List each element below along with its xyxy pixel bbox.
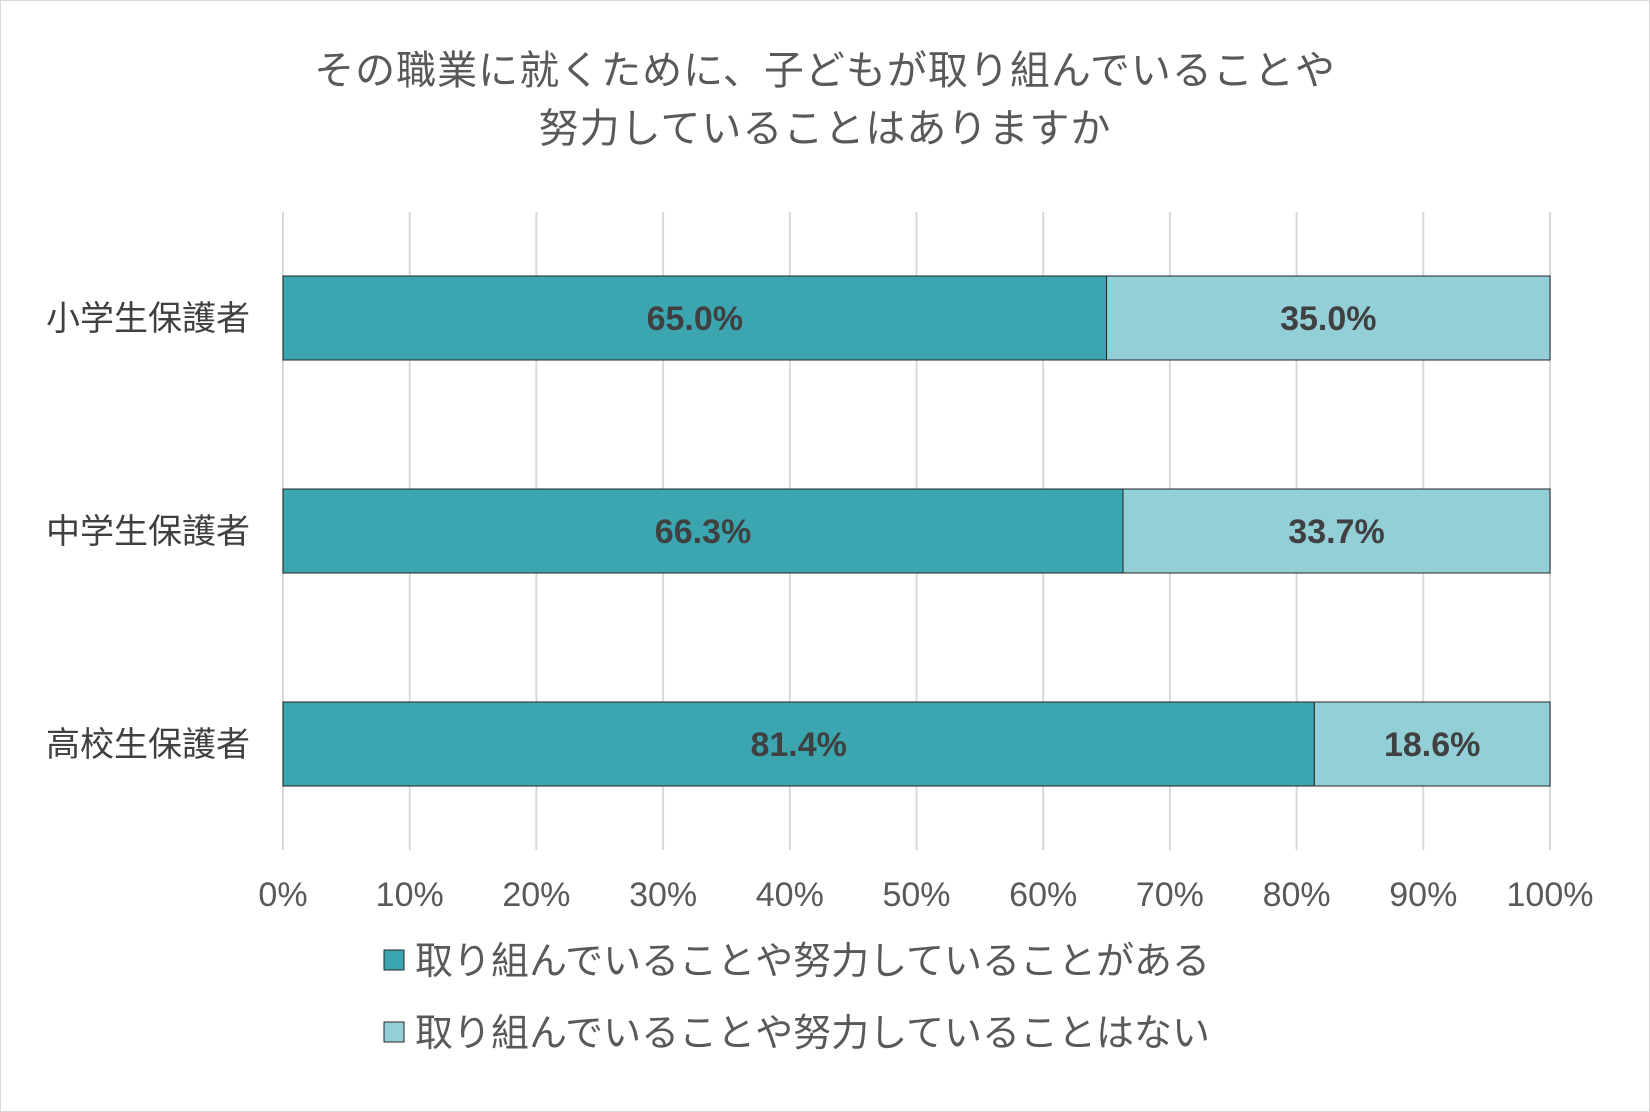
x-tick-label: 0% <box>258 876 307 914</box>
x-tick-label: 10% <box>376 876 444 914</box>
bar-segment-yes <box>282 275 1108 361</box>
data-label: 65.0% <box>647 300 743 338</box>
category-label: 小学生保護者 <box>46 299 250 339</box>
legend-swatch <box>383 1021 405 1043</box>
bar-segment-no <box>1122 488 1551 574</box>
data-label: 81.4% <box>750 726 846 764</box>
legend-swatch <box>383 949 405 971</box>
data-label: 33.7% <box>1288 513 1384 551</box>
bar-segment-no <box>1106 275 1551 361</box>
chart-title-line-2: 努力していることはありますか <box>538 106 1112 152</box>
x-tick-label: 90% <box>1389 876 1457 914</box>
data-label: 66.3% <box>655 513 751 551</box>
bars: 65.0% 35.0% 66.3% 33.7% 81.4% 18.6% <box>282 275 1551 787</box>
x-tick-label: 100% <box>1507 876 1594 914</box>
category-label: 高校生保護者 <box>46 725 250 765</box>
bar-segment-yes <box>282 488 1124 574</box>
x-tick-label: 80% <box>1263 876 1331 914</box>
x-tick-label: 60% <box>1009 876 1077 914</box>
category-label: 中学生保護者 <box>46 512 250 552</box>
legend: 取り組んでいることや努力していることがある取り組んでいることや努力していることは… <box>383 939 1210 1055</box>
x-axis-tick-labels: 0% 10% 20% 30% 40% 50% 60% 70% 80% 90% 100% <box>258 876 1593 914</box>
bar-segment-no <box>1313 701 1551 787</box>
data-label: 18.6% <box>1384 726 1480 764</box>
x-tick-label: 20% <box>502 876 570 914</box>
x-tick-label: 50% <box>882 876 950 914</box>
chart-title-line-1: その職業に就くために、子どもが取り組んでいることや <box>314 48 1336 94</box>
x-tick-label: 70% <box>1136 876 1204 914</box>
legend-label: 取り組んでいることや努力していることがある <box>415 939 1210 983</box>
x-tick-label: 30% <box>629 876 697 914</box>
x-tick-label: 40% <box>756 876 824 914</box>
legend-label: 取り組んでいることや努力していることはない <box>415 1011 1210 1055</box>
data-label: 35.0% <box>1280 300 1376 338</box>
bar-segment-yes <box>282 701 1315 787</box>
